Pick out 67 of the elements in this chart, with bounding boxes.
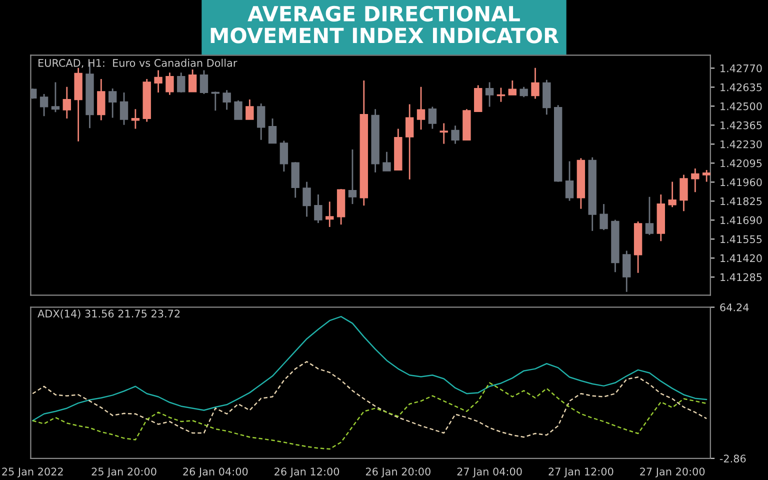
candlestick — [428, 106, 437, 130]
y-tick-label: 1.42635 — [720, 83, 762, 92]
candlestick — [416, 86, 426, 130]
y-tick-label: 1.42770 — [720, 64, 762, 72]
candlestick — [51, 82, 60, 113]
candlestick — [131, 108, 140, 130]
y-tick-label: 64.24 — [720, 303, 749, 312]
y-tick-label: 1.42365 — [720, 121, 762, 130]
chart-title: AVERAGE DIRECTIONAL MOVEMENT INDEX INDICATOR — [210, 6, 559, 44]
candlestick — [154, 70, 162, 94]
x-tick-label: 26 Jan 04:00 — [183, 468, 248, 478]
y-tick-label: 1.41960 — [720, 178, 762, 186]
candlestick — [108, 88, 117, 118]
y-tick-label: 1.41690 — [720, 216, 762, 224]
y-tick-label: -2.86 — [720, 454, 746, 463]
x-tick-label: 27 Jan 12:00 — [548, 468, 614, 478]
y-tick-label: 1.42095 — [720, 159, 762, 168]
candlestick — [97, 78, 106, 121]
candlestick — [314, 194, 322, 224]
candlestick — [451, 124, 460, 145]
candlestick — [120, 92, 128, 126]
candlestick — [302, 181, 311, 218]
candlestick — [622, 250, 631, 293]
candlestick — [200, 70, 208, 95]
candlestick — [166, 72, 174, 96]
candlestick — [474, 84, 482, 112]
x-tick-label: 25 Jan 2022 — [2, 468, 63, 478]
candlestick — [280, 140, 288, 172]
line-series — [32, 360, 708, 438]
candlestick — [268, 118, 277, 144]
y-tick-label: 1.42230 — [720, 140, 762, 148]
y-tick-label: 1.41555 — [720, 235, 762, 244]
candlestick — [256, 102, 266, 141]
y-tick-label: 1.41825 — [720, 197, 762, 206]
candlestick — [531, 67, 540, 100]
candlestick — [565, 160, 574, 202]
candlestick — [405, 104, 414, 180]
candlestick — [188, 68, 197, 92]
candlestick — [326, 200, 334, 228]
y-tick-label: 1.42500 — [720, 102, 762, 110]
candlestick — [645, 196, 654, 236]
candlestick — [668, 181, 676, 208]
chart-subtitle: EURCAD, H1: Euro vs Canadian Dollar — [38, 58, 238, 68]
x-tick-label: 26 Jan 20:00 — [366, 468, 430, 478]
y-tick-label: 1.41285 — [720, 273, 762, 282]
candlestick — [62, 86, 71, 120]
x-tick-label: 26 Jan 12:00 — [274, 468, 340, 478]
candlestick — [520, 86, 528, 98]
chart-subtitle: ADX(14) 31.56 21.75 23.72 — [38, 309, 180, 319]
candlestick — [600, 203, 608, 231]
candlestick — [440, 122, 448, 145]
candlestick — [382, 151, 391, 172]
candlestick — [508, 80, 516, 96]
line-series — [32, 382, 708, 450]
candlestick — [40, 93, 48, 117]
candlestick — [222, 89, 231, 110]
x-tick-label: 27 Jan 20:00 — [640, 468, 705, 478]
candlestick — [691, 168, 700, 193]
candlestick — [177, 72, 186, 94]
x-tick-label: 27 Jan 04:00 — [457, 468, 522, 478]
candlestick — [348, 148, 357, 205]
candlestick — [246, 98, 254, 120]
y-tick-label: 1.41420 — [720, 254, 762, 262]
x-tick-label: 25 Jan 20:00 — [92, 468, 156, 478]
candlestick — [234, 100, 242, 120]
candlestick — [485, 82, 494, 108]
candlestick — [680, 174, 688, 212]
